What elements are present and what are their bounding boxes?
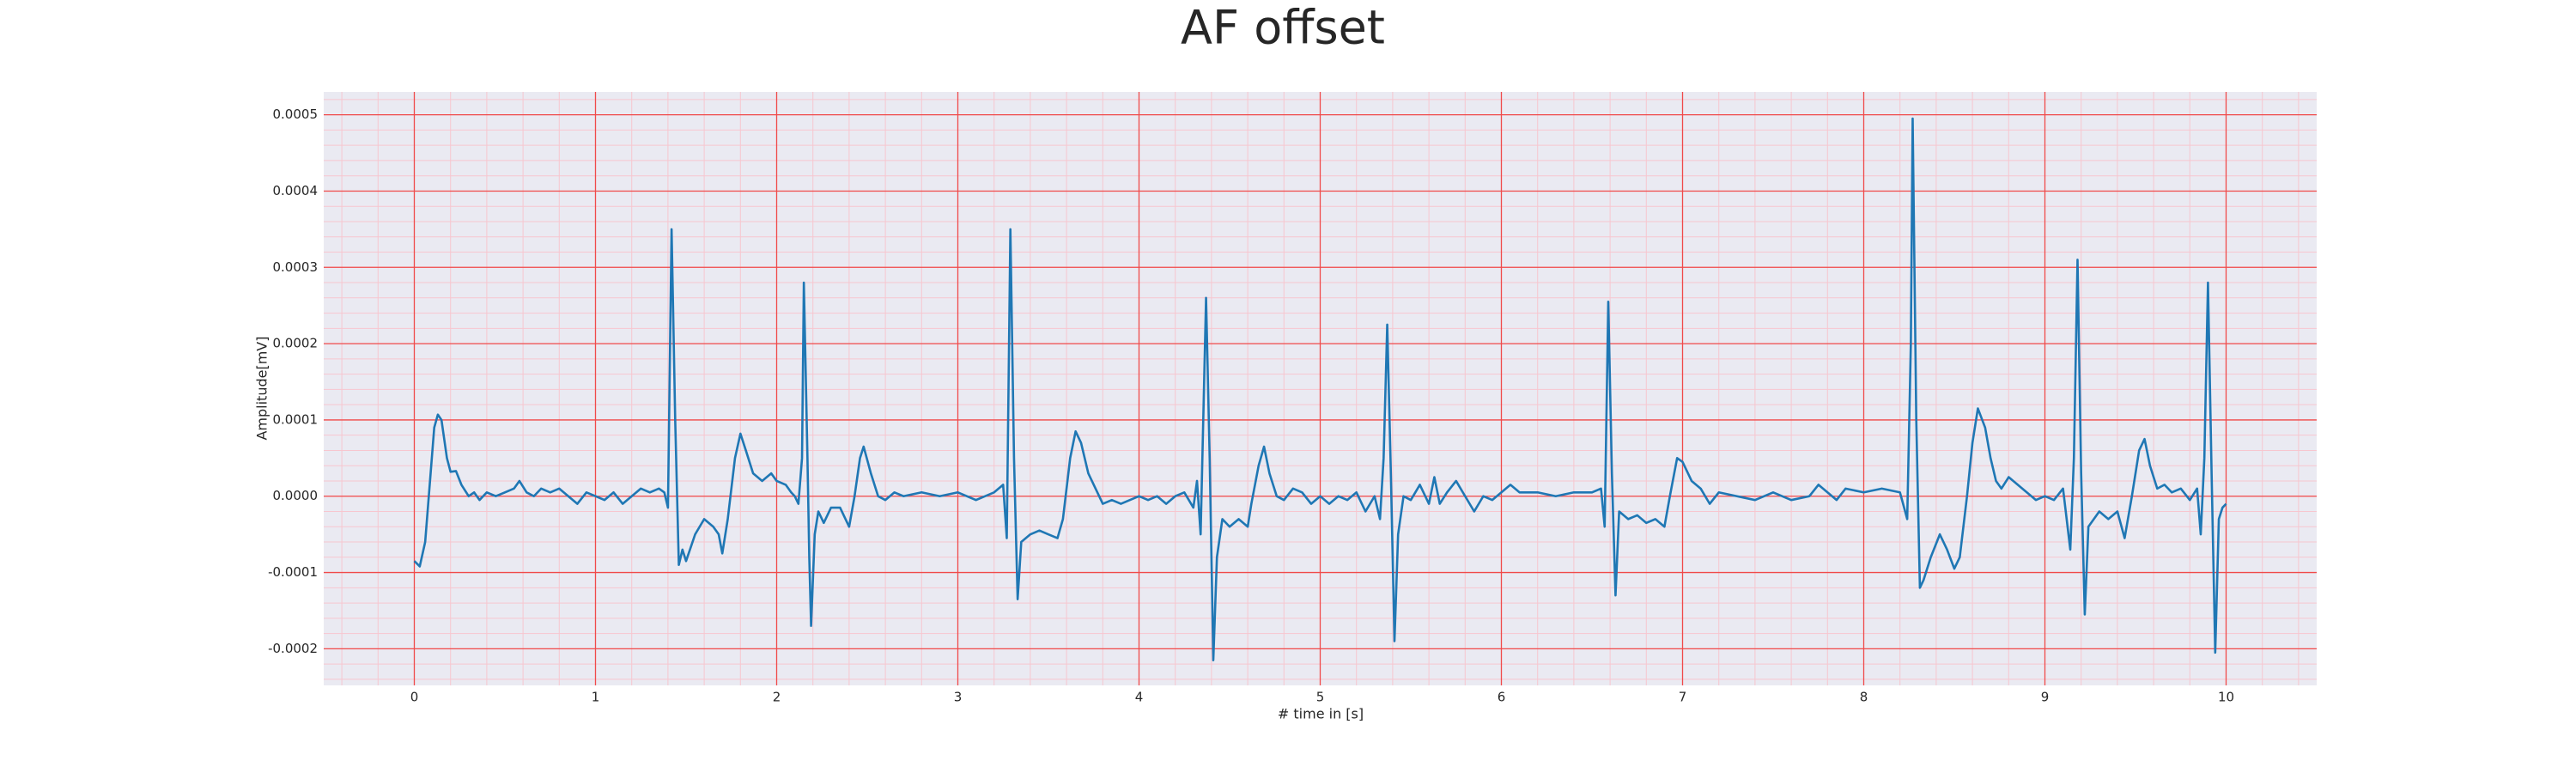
x-tick-label: 10 xyxy=(2218,690,2234,705)
x-tick-label: 2 xyxy=(773,690,781,705)
chart-title: AF offset xyxy=(1181,1,1385,55)
x-tick-label: 7 xyxy=(1679,690,1687,705)
x-tick-label: 1 xyxy=(592,690,600,705)
x-tick-label: 8 xyxy=(1860,690,1868,705)
y-tick-label: 0.0004 xyxy=(273,183,319,198)
x-tick-label: 6 xyxy=(1498,690,1506,705)
x-axis-label: # time in [s] xyxy=(1278,706,1364,722)
x-tick-label: 3 xyxy=(954,690,963,705)
y-axis-label: Amplitude[mV] xyxy=(254,336,270,440)
x-tick-label: 0 xyxy=(410,690,419,705)
y-tick-label: -0.0002 xyxy=(268,641,318,656)
data-line xyxy=(413,117,2227,661)
y-tick-label: 0.0000 xyxy=(273,488,319,503)
y-tick-label: 0.0002 xyxy=(273,336,319,351)
y-tick-label: 0.0001 xyxy=(273,411,319,427)
y-tick-label: 0.0003 xyxy=(273,259,319,275)
y-tick-label: -0.0001 xyxy=(268,564,318,580)
y-tick-label: 0.0005 xyxy=(273,107,319,122)
x-tick-label: 9 xyxy=(2041,690,2050,705)
x-tick-label: 4 xyxy=(1135,690,1144,705)
x-tick-label: 5 xyxy=(1316,690,1325,705)
